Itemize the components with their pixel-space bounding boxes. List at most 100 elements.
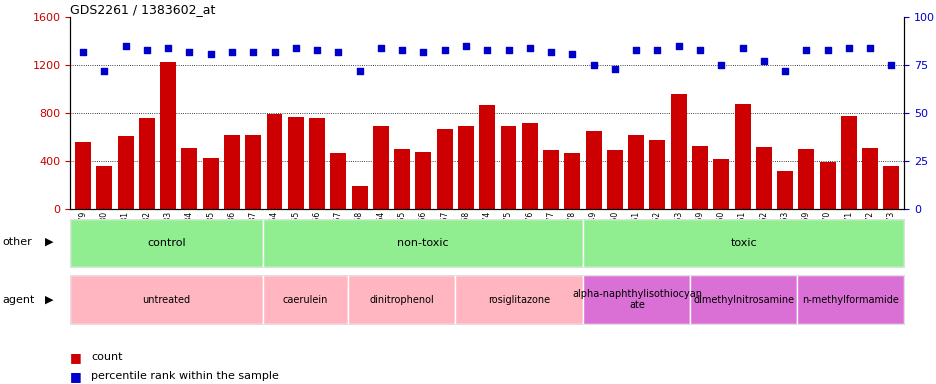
Bar: [563, 153, 579, 209]
Point: [862, 45, 877, 51]
Point: [543, 49, 558, 55]
Point: [607, 66, 622, 72]
Bar: [649, 140, 665, 209]
Point: [564, 51, 579, 57]
Point: [841, 45, 856, 51]
Bar: [755, 147, 771, 209]
Point: [352, 68, 367, 74]
Bar: [521, 123, 537, 209]
Bar: [734, 104, 750, 209]
Point: [501, 47, 516, 53]
Bar: [458, 126, 474, 209]
Text: untreated: untreated: [142, 295, 190, 305]
Point: [373, 45, 388, 51]
Text: ▶: ▶: [45, 295, 53, 305]
Point: [755, 58, 770, 65]
Bar: [245, 135, 261, 209]
Bar: [348, 275, 455, 324]
Point: [394, 47, 409, 53]
Text: n-methylformamide: n-methylformamide: [801, 295, 899, 305]
Bar: [182, 148, 197, 209]
Text: percentile rank within the sample: percentile rank within the sample: [91, 371, 279, 381]
Point: [777, 68, 792, 74]
Bar: [394, 149, 410, 209]
Point: [225, 49, 240, 55]
Bar: [160, 62, 176, 209]
Text: ▶: ▶: [45, 237, 53, 247]
Point: [734, 45, 749, 51]
Point: [670, 43, 685, 49]
Point: [182, 49, 197, 55]
Point: [883, 62, 898, 68]
Point: [798, 47, 813, 53]
Bar: [455, 275, 583, 324]
Point: [309, 47, 324, 53]
Text: GDS2261 / 1383602_at: GDS2261 / 1383602_at: [70, 3, 215, 16]
Bar: [373, 126, 388, 209]
Bar: [70, 219, 262, 267]
Point: [819, 47, 834, 53]
Point: [437, 47, 452, 53]
Point: [245, 49, 260, 55]
Bar: [415, 152, 431, 209]
Bar: [776, 171, 792, 209]
Point: [96, 68, 111, 74]
Bar: [670, 94, 686, 209]
Bar: [712, 159, 728, 209]
Bar: [202, 158, 218, 209]
Point: [203, 51, 218, 57]
Bar: [478, 105, 495, 209]
Bar: [627, 135, 643, 209]
Bar: [861, 148, 877, 209]
Text: caerulein: caerulein: [283, 295, 328, 305]
Text: other: other: [3, 237, 33, 247]
Bar: [266, 114, 282, 209]
Bar: [500, 126, 516, 209]
Text: dimethylnitrosamine: dimethylnitrosamine: [693, 295, 794, 305]
Text: toxic: toxic: [730, 238, 756, 248]
Bar: [883, 166, 899, 209]
Bar: [75, 142, 91, 209]
Bar: [797, 275, 903, 324]
Point: [416, 49, 431, 55]
Bar: [96, 166, 112, 209]
Point: [479, 47, 494, 53]
Text: rosiglitazone: rosiglitazone: [488, 295, 549, 305]
Text: alpha-naphthylisothiocyan
ate: alpha-naphthylisothiocyan ate: [571, 289, 701, 310]
Bar: [607, 151, 622, 209]
Bar: [543, 151, 559, 209]
Bar: [309, 118, 325, 209]
Bar: [436, 129, 452, 209]
Text: non-toxic: non-toxic: [397, 238, 448, 248]
Bar: [287, 117, 303, 209]
Point: [76, 49, 91, 55]
Bar: [585, 131, 601, 209]
Text: agent: agent: [3, 295, 36, 305]
Point: [650, 47, 665, 53]
Bar: [583, 275, 690, 324]
Bar: [330, 153, 346, 209]
Text: control: control: [147, 238, 185, 248]
Bar: [583, 219, 903, 267]
Bar: [118, 136, 134, 209]
Point: [713, 62, 728, 68]
Point: [139, 47, 154, 53]
Bar: [70, 275, 262, 324]
Point: [458, 43, 473, 49]
Bar: [262, 219, 583, 267]
Point: [692, 47, 707, 53]
Bar: [692, 146, 708, 209]
Text: dinitrophenol: dinitrophenol: [369, 295, 433, 305]
Text: ■: ■: [70, 351, 82, 364]
Bar: [139, 118, 154, 209]
Bar: [262, 275, 348, 324]
Bar: [690, 275, 797, 324]
Text: count: count: [91, 352, 123, 362]
Point: [586, 62, 601, 68]
Bar: [224, 135, 240, 209]
Point: [521, 45, 536, 51]
Text: ■: ■: [70, 370, 82, 383]
Bar: [351, 187, 367, 209]
Point: [628, 47, 643, 53]
Point: [118, 43, 133, 49]
